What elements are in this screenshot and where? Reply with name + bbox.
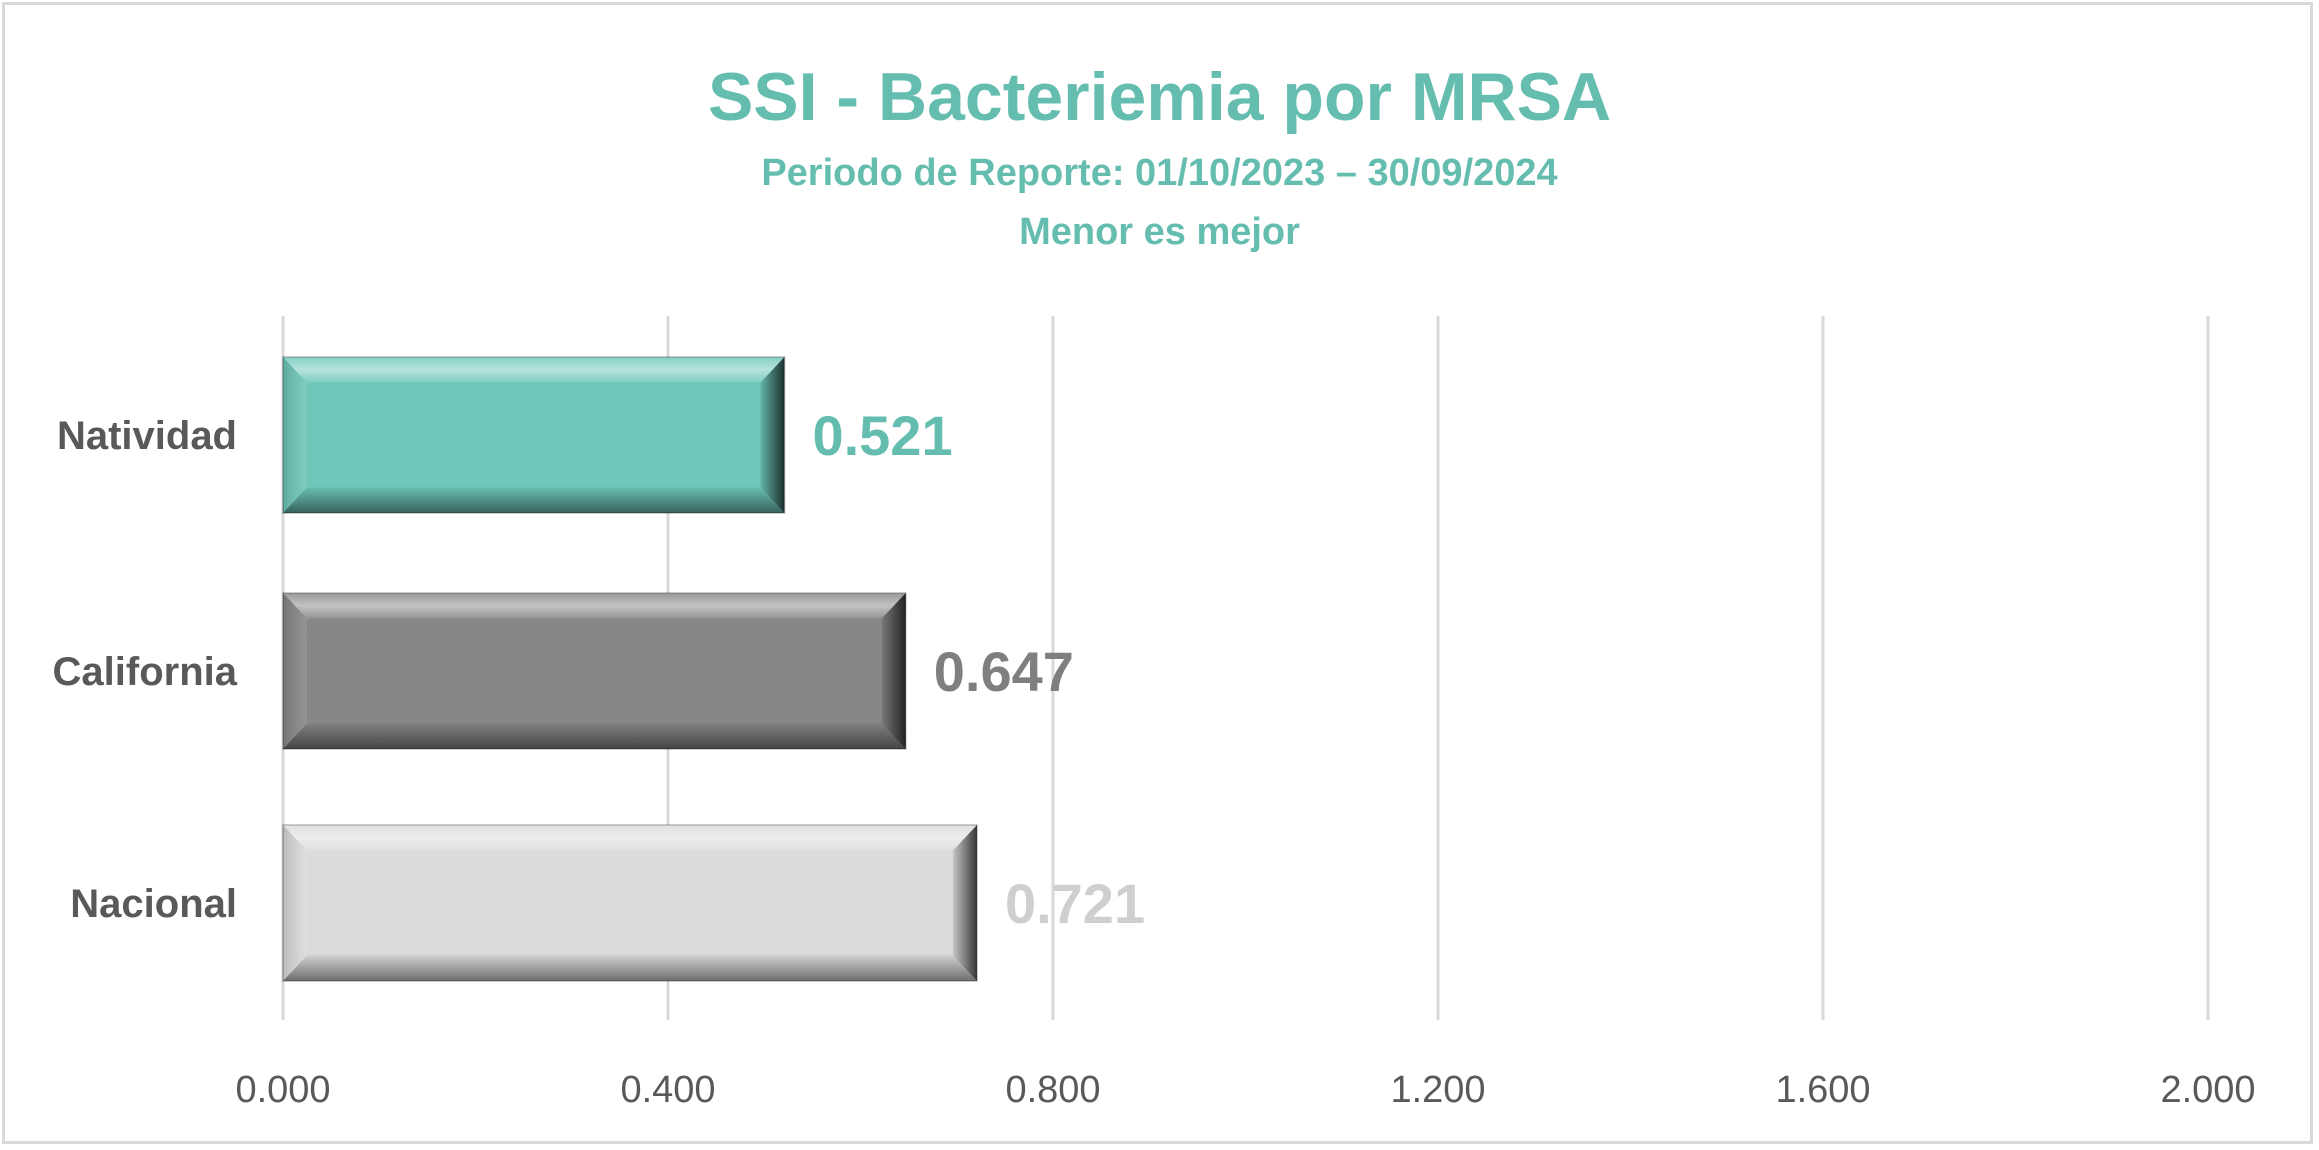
bar-california bbox=[282, 592, 907, 750]
x-tick-label: 0.400 bbox=[620, 1069, 715, 1111]
x-tick-label: 0.800 bbox=[1005, 1069, 1100, 1111]
value-label: 0.647 bbox=[934, 640, 1074, 703]
bar-bevel-left bbox=[283, 825, 307, 981]
bar-bevel-bottom bbox=[283, 723, 906, 749]
bar-natividad bbox=[282, 356, 786, 514]
bar-bevel-bottom bbox=[283, 487, 785, 513]
category-label: Nacional bbox=[70, 882, 237, 926]
category-label: Natividad bbox=[57, 414, 237, 458]
bar-bevel-top bbox=[283, 825, 977, 851]
x-tick-label: 1.200 bbox=[1390, 1069, 1485, 1111]
bar-body bbox=[282, 356, 786, 514]
x-tick-label: 0.000 bbox=[235, 1069, 330, 1111]
category-label: California bbox=[53, 650, 238, 694]
bar-bevel-right bbox=[760, 357, 785, 513]
bar-bevel-right bbox=[881, 593, 906, 749]
value-label: 0.521 bbox=[812, 404, 952, 467]
x-tick-label: 1.600 bbox=[1775, 1069, 1870, 1111]
chart-title: SSI - Bacteriemia por MRSA bbox=[707, 59, 1612, 135]
chart-subtitle: Periodo de Reporte: 01/10/2023 – 30/09/2… bbox=[761, 152, 1558, 194]
bar-nacional bbox=[282, 824, 978, 982]
bar-bevel-top bbox=[283, 593, 906, 619]
value-label: 0.721 bbox=[1005, 872, 1145, 935]
bar-bevel-bottom bbox=[283, 955, 977, 981]
bar-bevel-right bbox=[952, 825, 977, 981]
bar-bevel-top bbox=[283, 357, 785, 383]
bar-bevel-left bbox=[283, 357, 307, 513]
x-tick-label: 2.000 bbox=[2160, 1069, 2255, 1111]
chart-note: Menor es mejor bbox=[1019, 211, 1300, 253]
bar-bevel-left bbox=[283, 593, 307, 749]
